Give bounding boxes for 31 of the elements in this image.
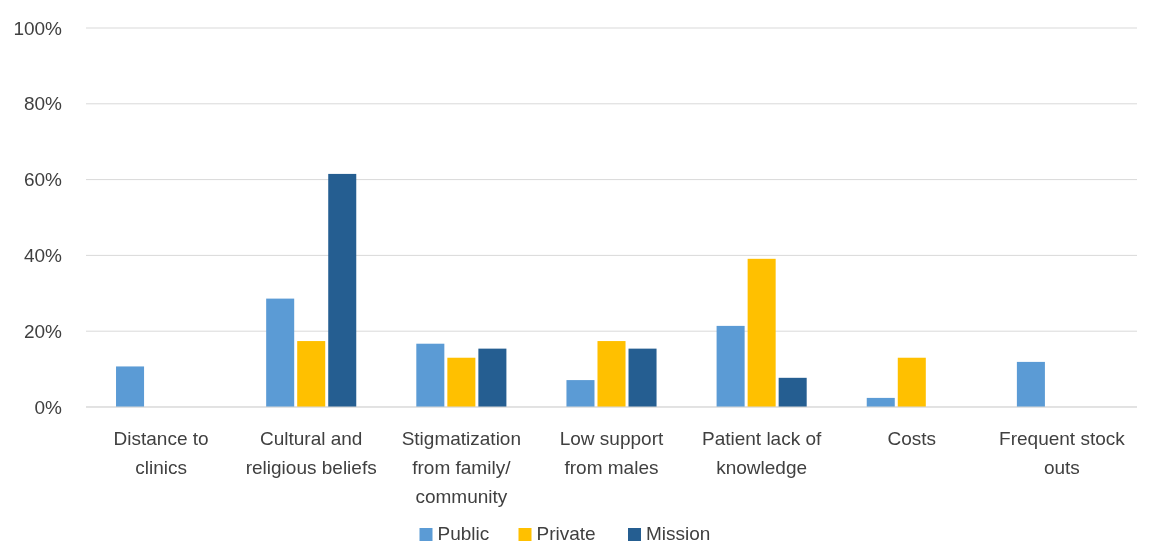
bar (116, 366, 145, 407)
bar (328, 173, 357, 407)
y-tick-label: 60% (23, 169, 63, 191)
y-tick-label: 20% (23, 320, 63, 342)
bar (747, 258, 776, 407)
legend-label: Private (536, 523, 596, 544)
x-tick-label: Costs (887, 428, 937, 449)
x-tick-label: Cultural and religious beliefs (245, 428, 377, 478)
bar (416, 343, 445, 407)
bar (297, 341, 326, 407)
bar (628, 348, 657, 407)
bar (778, 377, 807, 407)
bar (447, 357, 476, 407)
bar (566, 380, 595, 407)
legend-label: Mission (646, 523, 711, 544)
bar (716, 325, 745, 407)
y-tick-label: 80% (23, 93, 63, 115)
bar (597, 341, 626, 407)
bar (1016, 361, 1045, 407)
legend-label: Public (437, 523, 490, 544)
x-tick-label: Patient lack of knowledge (701, 428, 823, 478)
bar (266, 298, 295, 407)
y-tick-label: 0% (34, 396, 63, 418)
bar (897, 357, 926, 407)
y-tick-label: 100% (13, 17, 63, 39)
x-tick-label: Frequent stock outs (999, 428, 1126, 478)
y-tick-label: 40% (23, 245, 63, 267)
bar (478, 348, 507, 407)
x-tick-label: Distance to clinics (113, 428, 209, 478)
x-tick-label: Low support from males (559, 428, 664, 478)
x-tick-label: Stigmatization from family/ community (401, 428, 522, 507)
